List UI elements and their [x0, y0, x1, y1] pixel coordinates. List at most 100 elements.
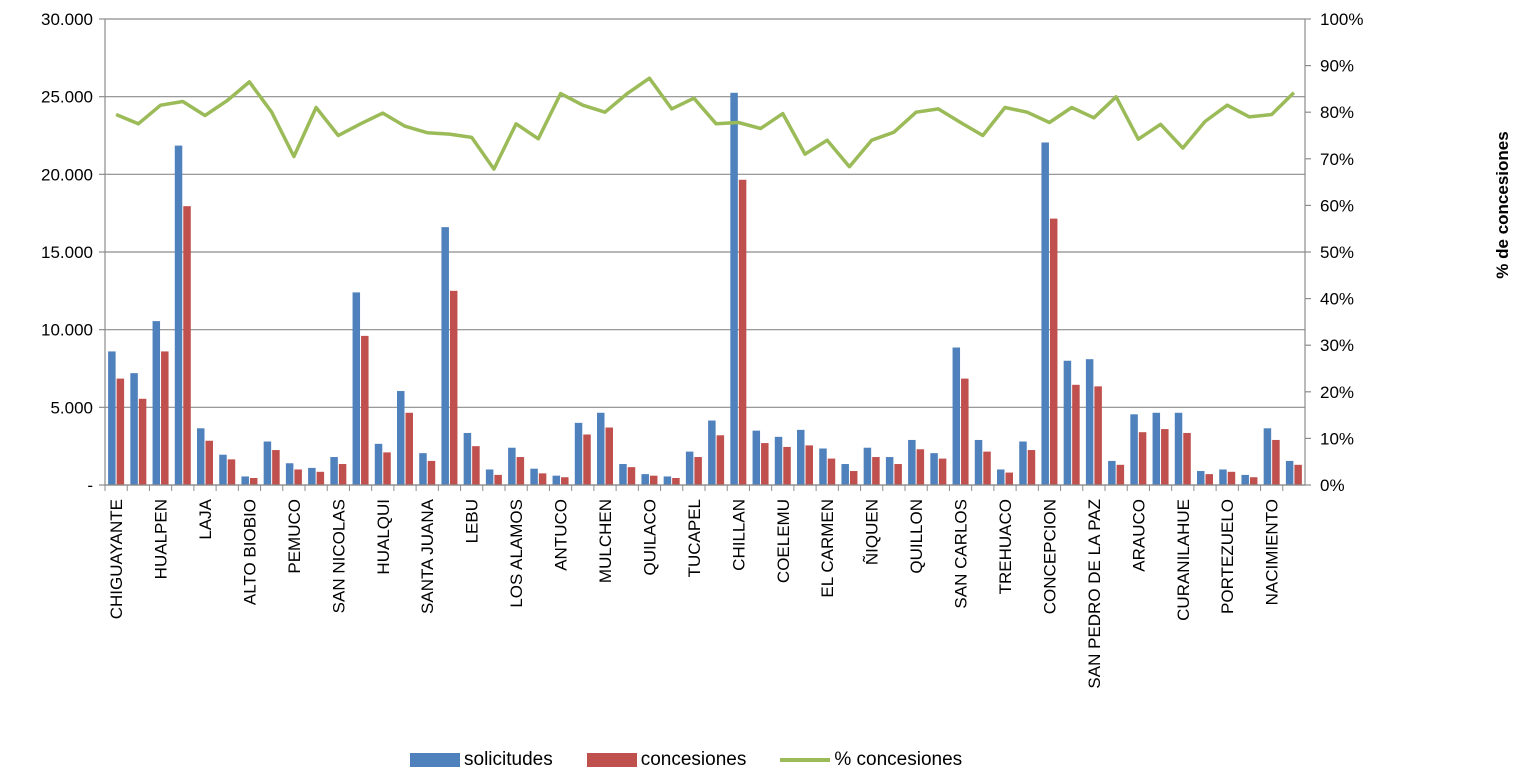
- bar-concesiones: [1205, 474, 1213, 485]
- bar-concesiones: [627, 467, 636, 485]
- bar-solicitudes: [419, 453, 427, 485]
- right-tick-label: 70%: [1320, 150, 1354, 169]
- bar-concesiones: [427, 460, 436, 485]
- left-tick-label: 25.000: [41, 88, 93, 107]
- legend-item-percent: % concesiones: [780, 749, 962, 771]
- x-tick-label: CONCEPCION: [1040, 499, 1059, 614]
- bar-concesiones: [849, 471, 858, 485]
- x-tick-label: LEBU: [463, 499, 482, 543]
- bar-solicitudes: [885, 457, 894, 485]
- bar-solicitudes: [1219, 469, 1227, 485]
- legend-label-concesiones: concesiones: [640, 749, 747, 770]
- bar-solicitudes: [197, 428, 205, 485]
- x-tick-label: CHIGUAYANTE: [107, 499, 126, 619]
- bar-solicitudes: [574, 422, 583, 485]
- bar-concesiones: [649, 475, 658, 485]
- legend-swatch-solicitudes: [410, 753, 460, 767]
- right-tick-label: 100%: [1320, 10, 1363, 29]
- left-tick-label: 20.000: [41, 165, 93, 184]
- bar-concesiones: [227, 459, 236, 485]
- x-tick-label: ALTO BIOBIO: [240, 499, 259, 605]
- bar-solicitudes: [1041, 142, 1049, 486]
- right-tick-label: 10%: [1320, 429, 1354, 448]
- legend-swatch-percent: [780, 758, 831, 762]
- left-axis-ticks: - 5.000 10.000 15.000 20.000 25.000 30.000: [41, 10, 105, 495]
- bar-concesiones: [961, 378, 969, 485]
- bar-concesiones: [538, 473, 547, 485]
- bar-concesiones: [272, 450, 280, 485]
- bar-solicitudes: [308, 467, 316, 485]
- bar-solicitudes: [1130, 414, 1138, 485]
- x-tick-label: SAN NICOLAS: [329, 499, 348, 613]
- bar-concesiones: [1249, 477, 1258, 485]
- axes-group: [104, 19, 1306, 491]
- right-tick-label: 40%: [1320, 290, 1354, 309]
- x-axis-labels: CHIGUAYANTE HUALPEN LAJA ALTO BIOBIO PEMUCO S…: [107, 498, 1282, 688]
- bar-concesiones: [338, 464, 347, 485]
- bar-solicitudes: [441, 227, 449, 485]
- left-tick-label: 10.000: [41, 321, 93, 340]
- x-tick-label: ÑIQUEN: [863, 499, 882, 565]
- gridlines: [105, 18, 1305, 486]
- bar-solicitudes: [1241, 474, 1249, 485]
- x-tick-label: QUILLON: [907, 499, 926, 574]
- left-tick-label: 15.000: [41, 243, 93, 262]
- percent-line-group: [115, 76, 1296, 171]
- bar-concesiones: [761, 443, 769, 485]
- bar-concesiones: [361, 335, 369, 485]
- bar-concesiones: [916, 449, 925, 485]
- x-tick-label: SANTA JUANA: [418, 498, 437, 614]
- x-tick-label: MULCHEN: [596, 499, 615, 583]
- bar-concesiones: [694, 457, 702, 485]
- x-tick-label: NACIMIENTO: [1263, 499, 1282, 605]
- bar-solicitudes: [1152, 412, 1161, 485]
- bar-solicitudes: [1063, 360, 1072, 485]
- bar-solicitudes: [152, 321, 161, 485]
- bar-solicitudes: [841, 464, 849, 485]
- right-tick-label: 90%: [1320, 57, 1354, 76]
- bar-solicitudes: [752, 430, 761, 485]
- legend-label-percent: % concesiones: [834, 749, 963, 770]
- bars-group: [108, 92, 1302, 486]
- bar-solicitudes: [285, 463, 294, 485]
- bar-concesiones: [872, 457, 880, 485]
- bar-solicitudes: [952, 347, 961, 485]
- bar-concesiones: [1005, 472, 1013, 485]
- x-tick-label: PEMUCO: [285, 499, 304, 574]
- bar-concesiones: [161, 351, 169, 485]
- bar-solicitudes: [619, 464, 627, 485]
- x-tick-label: TREHUACO: [996, 499, 1015, 594]
- bar-solicitudes: [174, 145, 183, 485]
- right-tick-label: 20%: [1320, 383, 1354, 402]
- bar-concesiones: [116, 378, 125, 485]
- bar-concesiones: [561, 477, 569, 485]
- bar-concesiones: [294, 469, 302, 485]
- bar-concesiones: [205, 440, 213, 485]
- bar-concesiones: [316, 471, 325, 485]
- line-percent-concesiones: [115, 76, 1296, 171]
- x-tick-label: ANTUCO: [552, 499, 571, 571]
- bar-solicitudes: [908, 439, 916, 485]
- bar-concesiones: [1027, 450, 1036, 485]
- bar-solicitudes: [930, 453, 938, 485]
- bar-solicitudes: [219, 454, 227, 485]
- bar-solicitudes: [863, 447, 872, 485]
- bar-concesiones: [672, 478, 680, 485]
- bar-concesiones: [716, 435, 725, 485]
- bar-solicitudes: [130, 373, 138, 485]
- bar-concesiones: [183, 206, 191, 485]
- bar-solicitudes: [641, 474, 649, 485]
- bar-solicitudes: [663, 476, 672, 485]
- legend: solicitudes concesiones % concesiones: [410, 748, 996, 772]
- bar-solicitudes: [797, 429, 805, 485]
- legend-item-concesiones: concesiones: [586, 749, 747, 771]
- bar-concesiones: [383, 452, 391, 485]
- x-tick-label: PORTEZUELO: [1218, 499, 1237, 614]
- bar-concesiones: [783, 446, 791, 485]
- bar-concesiones: [249, 478, 258, 485]
- bar-concesiones: [1227, 471, 1236, 485]
- x-tick-label: TUCAPEL: [685, 499, 704, 577]
- x-tick-label: SAN CARLOS: [952, 499, 971, 609]
- legend-label-solicitudes: solicitudes: [464, 749, 553, 770]
